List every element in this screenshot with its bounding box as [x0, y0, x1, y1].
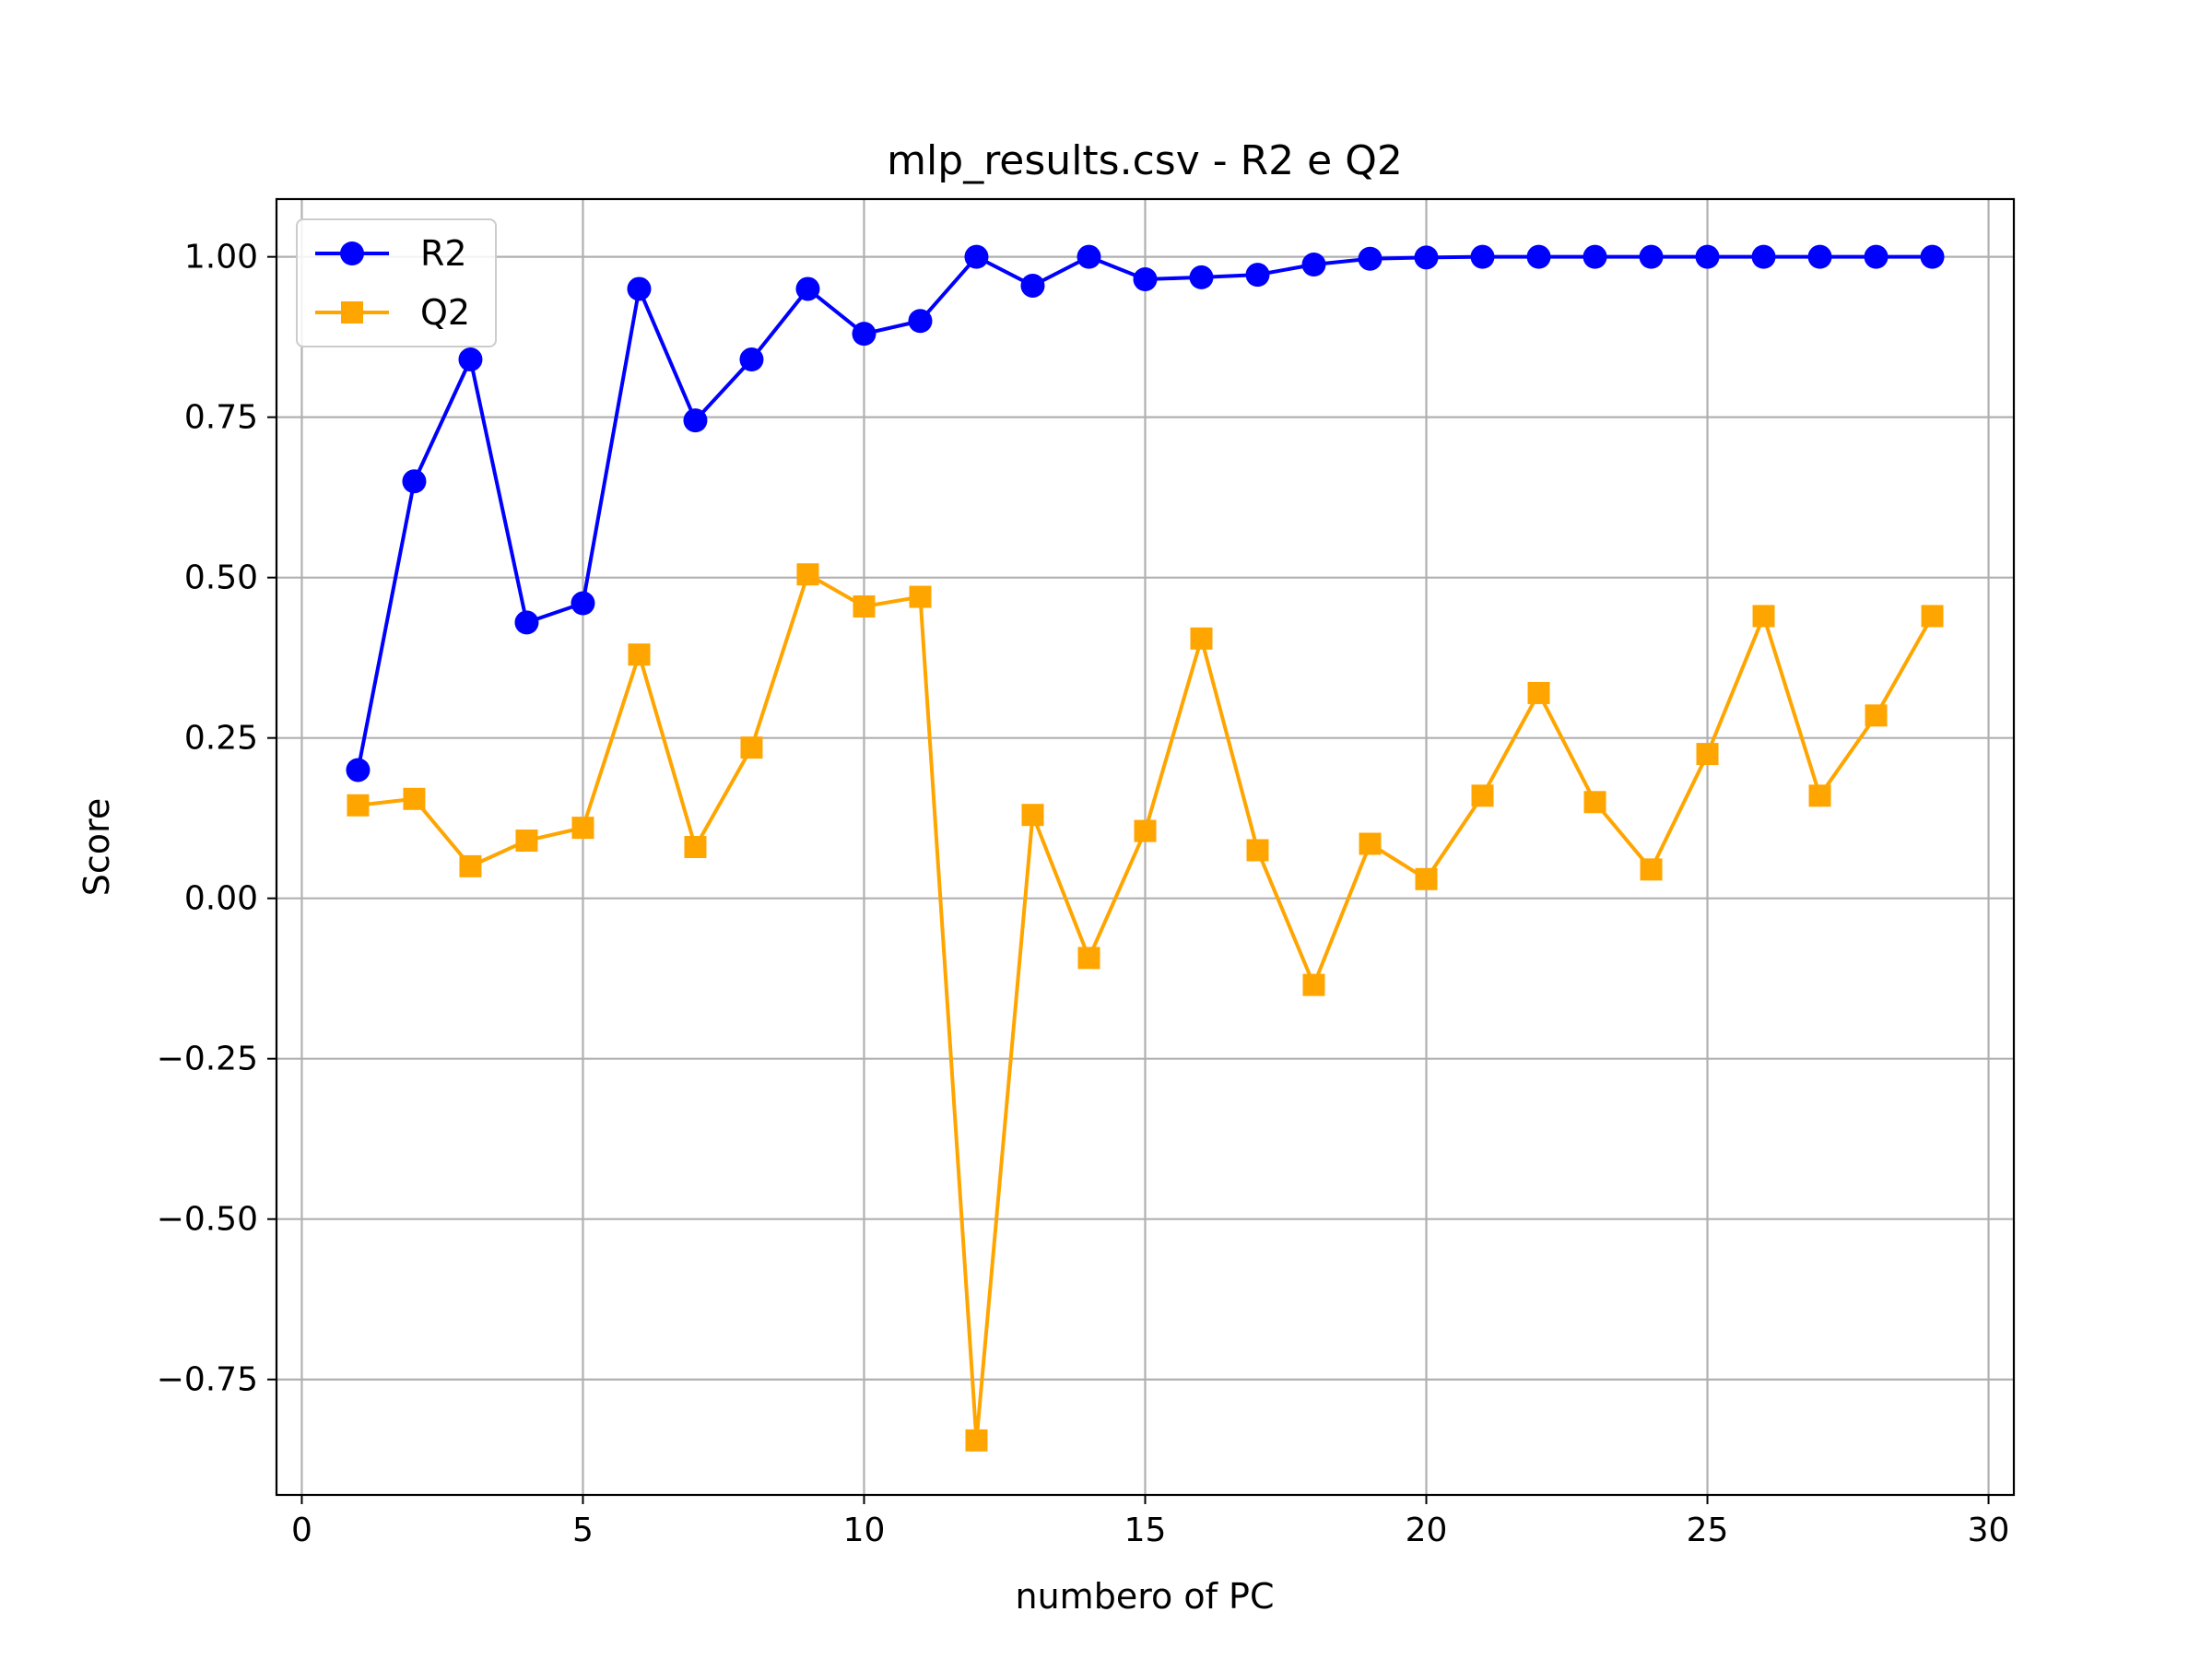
- data-point-r2: [1470, 244, 1495, 269]
- data-point-r2: [1133, 267, 1158, 292]
- data-point-r2: [346, 758, 371, 782]
- data-point-q2: [1359, 832, 1382, 855]
- y-tick-label: 1.00: [184, 239, 258, 276]
- data-point-q2: [1583, 791, 1606, 814]
- data-point-q2: [1696, 743, 1719, 766]
- x-tick-label: 30: [1968, 1512, 2010, 1549]
- data-point-r2: [1639, 244, 1664, 269]
- y-axis-label: Score: [76, 798, 117, 896]
- chart-title: mlp_results.csv - R2 e Q2: [887, 137, 1403, 184]
- data-point-q2: [684, 836, 707, 858]
- x-tick-label: 20: [1406, 1512, 1448, 1549]
- data-point-r2: [1020, 273, 1045, 298]
- data-point-r2: [795, 276, 820, 301]
- data-point-q2: [853, 594, 876, 618]
- data-point-r2: [514, 610, 539, 635]
- data-point-r2: [1695, 244, 1720, 269]
- data-point-q2: [1246, 839, 1269, 862]
- data-point-r2: [402, 469, 427, 494]
- data-point-r2: [1751, 244, 1776, 269]
- data-point-r2: [908, 309, 933, 334]
- data-point-q2: [796, 563, 819, 586]
- x-tick-label: 0: [291, 1512, 312, 1549]
- data-point-r2: [1414, 245, 1439, 270]
- data-point-q2: [459, 854, 482, 877]
- data-point-q2: [1640, 858, 1663, 881]
- y-tick-label: −0.50: [157, 1201, 258, 1239]
- data-point-q2: [515, 830, 538, 853]
- data-point-q2: [403, 787, 426, 810]
- data-point-q2: [1134, 819, 1157, 842]
- y-tick-label: −0.25: [157, 1041, 258, 1078]
- data-point-r2: [1358, 246, 1382, 271]
- legend-label-q2: Q2: [420, 292, 470, 333]
- data-point-r2: [571, 591, 595, 616]
- data-point-q2: [347, 794, 370, 817]
- data-point-r2: [1864, 244, 1888, 269]
- legend-label-r2: R2: [420, 233, 467, 274]
- y-tick-label: −0.75: [157, 1361, 258, 1399]
- data-point-q2: [909, 585, 932, 608]
- data-point-r2: [627, 276, 652, 301]
- data-point-q2: [1415, 867, 1438, 890]
- data-point-r2: [1301, 252, 1326, 276]
- data-point-r2: [852, 322, 877, 347]
- data-point-q2: [571, 817, 594, 840]
- data-point-q2: [965, 1429, 988, 1452]
- data-point-q2: [1752, 605, 1775, 628]
- data-point-r2: [458, 347, 483, 372]
- x-tick-label: 10: [843, 1512, 886, 1549]
- plot-series: [346, 244, 1945, 1452]
- axis-ticks: 0 5 10 15 20 25 30 −0.75 −0.50 −0.25 0.00 0.25 0.50 0…: [157, 239, 2010, 1549]
- x-tick-label: 15: [1124, 1512, 1167, 1549]
- data-point-q2: [1077, 947, 1100, 970]
- y-tick-label: 0.75: [184, 399, 258, 437]
- data-point-r2: [739, 347, 764, 372]
- data-point-q2: [1190, 627, 1213, 650]
- data-point-q2: [1527, 681, 1550, 704]
- y-tick-label: 0.00: [184, 880, 258, 918]
- y-tick-label: 0.50: [184, 559, 258, 597]
- x-tick-label: 25: [1687, 1512, 1729, 1549]
- data-point-q2: [740, 736, 763, 759]
- legend-marker-q2: [341, 301, 363, 324]
- data-point-q2: [628, 643, 651, 666]
- data-point-q2: [1302, 973, 1325, 996]
- data-point-q2: [1865, 704, 1888, 727]
- data-point-q2: [1021, 804, 1044, 827]
- data-point-r2: [1526, 244, 1551, 269]
- y-tick-label: 0.25: [184, 720, 258, 758]
- data-point-r2: [1077, 244, 1101, 269]
- data-point-r2: [1245, 263, 1270, 288]
- data-point-r2: [683, 408, 708, 433]
- data-point-q2: [1921, 605, 1944, 628]
- data-point-q2: [1471, 784, 1494, 807]
- x-axis-label: numbero of PC: [1016, 1576, 1275, 1617]
- legend-marker-r2: [340, 241, 364, 265]
- x-tick-label: 5: [572, 1512, 594, 1549]
- data-point-r2: [1920, 244, 1945, 269]
- grid: [276, 199, 2014, 1495]
- data-point-q2: [1808, 784, 1831, 807]
- data-point-r2: [1583, 244, 1607, 269]
- data-point-r2: [964, 244, 989, 269]
- data-point-r2: [1807, 244, 1832, 269]
- data-point-r2: [1189, 265, 1214, 289]
